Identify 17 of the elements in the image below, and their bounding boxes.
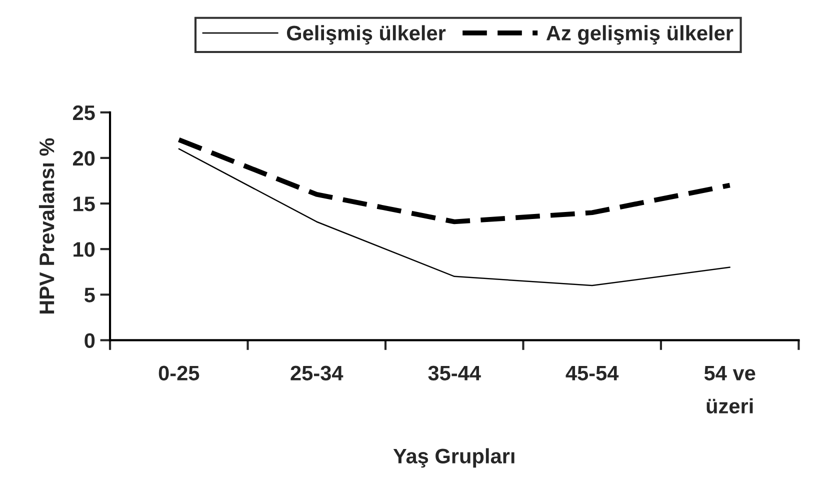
x-axis-title: Yaş Grupları xyxy=(393,448,514,468)
y-tick-label: 10 xyxy=(74,242,95,257)
legend-label: Az gelişmiş ülkeler xyxy=(546,25,734,45)
y-tick-label: 0 xyxy=(84,333,95,348)
x-tick-label: 0-25 xyxy=(158,366,200,381)
y-tick-label: 20 xyxy=(72,150,95,166)
legend-label: Gelişmiş ülkeler xyxy=(286,25,446,45)
line-series xyxy=(178,148,730,286)
y-tick-label: 25 xyxy=(72,105,95,120)
line-series xyxy=(176,137,732,224)
x-tick-label: 25-34 xyxy=(290,366,344,381)
x-tick-label: 45-54 xyxy=(566,366,619,381)
x-tick-label: 54 ve üzeri xyxy=(704,366,756,414)
x-tick-label: 35-44 xyxy=(428,366,481,381)
y-tick-label: 5 xyxy=(84,288,95,302)
y-tick-label: 15 xyxy=(74,196,95,212)
y-axis-title: HPV Prevalansı % xyxy=(38,138,54,314)
